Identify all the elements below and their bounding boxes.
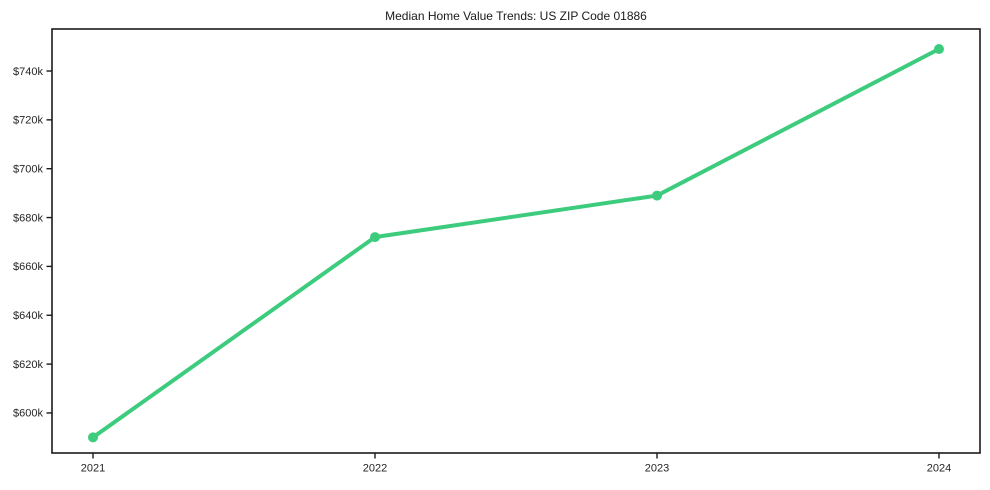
data-point-2023 bbox=[652, 190, 662, 201]
y-tick-label: $640k bbox=[13, 310, 43, 322]
y-axis-ticks: $600k $620k $640k $660k $680k $700k $720k $740k bbox=[13, 66, 52, 420]
y-tick-label: $600k bbox=[13, 408, 43, 420]
data-points-group bbox=[88, 44, 944, 443]
axis-frame bbox=[51, 28, 981, 454]
x-tick-label: 2024 bbox=[927, 463, 951, 475]
y-tick-label: $720k bbox=[13, 115, 43, 127]
y-tick-label: $740k bbox=[13, 66, 43, 78]
y-tick-label: $660k bbox=[13, 261, 43, 273]
trend-line bbox=[91, 47, 941, 440]
chart-title: Median Home Value Trends: US ZIP Code 01… bbox=[385, 9, 647, 23]
data-point-2022 bbox=[370, 232, 380, 243]
y-tick-label: $680k bbox=[13, 212, 43, 224]
trend-line-group bbox=[91, 47, 941, 440]
x-tick-label: 2023 bbox=[645, 463, 669, 475]
x-axis-ticks: 2021 2022 2023 2024 bbox=[81, 453, 951, 475]
x-tick-label: 2022 bbox=[363, 463, 387, 475]
x-tick-label: 2021 bbox=[81, 463, 105, 475]
y-tick-label: $700k bbox=[13, 164, 43, 176]
y-tick-label: $620k bbox=[13, 359, 43, 371]
data-point-2021 bbox=[88, 432, 98, 443]
data-point-2024 bbox=[934, 44, 944, 55]
